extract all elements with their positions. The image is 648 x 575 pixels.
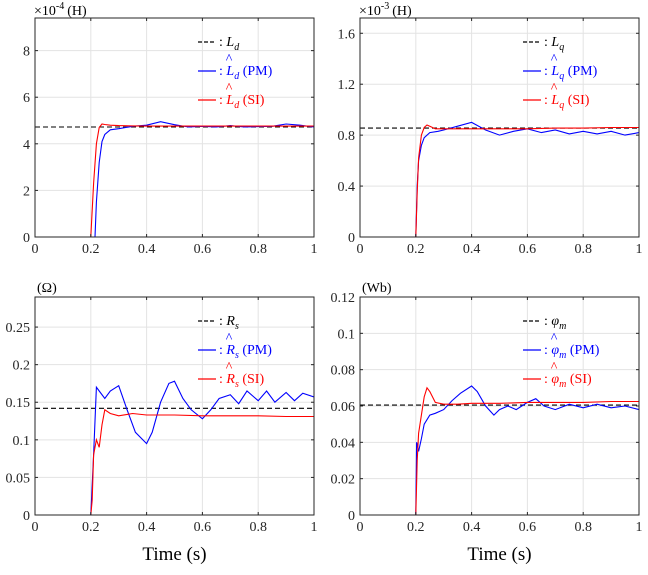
series-line-pm	[360, 121, 639, 237]
x-tick-label: 0.8	[249, 242, 267, 257]
legend-entry: : Rs (PM)	[219, 343, 272, 361]
series-line-si	[35, 408, 314, 515]
y-tick-label: 8	[23, 45, 30, 60]
x-tick-label: 0.6	[519, 520, 537, 535]
legend-hat-glyph: ^	[226, 52, 233, 67]
series-line-si	[360, 124, 639, 237]
panel-bottom-left: 0 0.2 0.4 0.6 0.8 1 0 0.05 0.1 0.15 0.2 0.25 (Ω) Time…	[6, 281, 318, 565]
y-unit-label: (Ω)	[37, 281, 57, 296]
legend-entry: : Rs	[219, 314, 239, 332]
x-tick-label: 0	[357, 242, 364, 257]
axes-box	[34, 17, 315, 238]
legend-hat-glyph: ^	[551, 81, 558, 96]
y-exponent-label: ×10-4 (H)	[34, 1, 87, 19]
x-tick-label: 0.8	[249, 520, 267, 535]
series-line-si	[35, 123, 314, 237]
axes-box	[359, 17, 640, 238]
legend-hat-glyph: ^	[551, 52, 558, 67]
x-axis-label: Time (s)	[142, 544, 206, 565]
y-tick-label: 0.15	[6, 396, 31, 411]
legend-hat-glyph: ^	[226, 360, 233, 375]
y-tick-label: 0.05	[6, 471, 31, 486]
y-tick-label: 6	[23, 91, 30, 106]
x-tick-label: 0.4	[463, 520, 481, 535]
legend-entry: : Lq	[544, 35, 564, 53]
y-tick-label: 0.02	[331, 473, 356, 488]
x-tick-label: 0.6	[519, 242, 537, 257]
y-tick-label: 0.06	[331, 400, 356, 415]
x-tick-label: 0	[32, 242, 39, 257]
y-tick-label: 0.8	[338, 129, 356, 144]
x-tick-label: 0.2	[82, 520, 100, 535]
legend-entry: : Ld (PM)	[219, 64, 273, 82]
y-tick-label: 0.08	[331, 364, 356, 379]
panel-top-left: 0 0.2 0.4 0.6 0.8 1 0 2 4 6 8 ×10-4 (H) : Ld : Ld (PM)…	[23, 1, 318, 257]
y-tick-label: 0	[23, 509, 30, 524]
plot-area	[35, 297, 314, 515]
y-tick-label: 0.25	[6, 321, 31, 336]
series-line-pm	[360, 385, 639, 515]
y-unit-label: (Wb)	[362, 281, 392, 296]
y-tick-label: 0.4	[338, 180, 356, 195]
legend-entry: : Lq (PM)	[544, 64, 598, 82]
y-tick-label: 1.6	[338, 27, 356, 42]
legend-entry: : Lq (SI)	[544, 93, 590, 111]
x-tick-label: 0.4	[463, 242, 481, 257]
x-tick-label: 0	[32, 520, 39, 535]
x-tick-label: 1	[311, 520, 318, 535]
x-tick-label: 0.2	[82, 242, 100, 257]
x-tick-label: 1	[636, 242, 643, 257]
x-tick-label: 0.6	[194, 242, 212, 257]
x-tick-label: 0	[357, 520, 364, 535]
y-tick-label: 0.2	[13, 359, 31, 374]
y-tick-label: 0.12	[331, 291, 356, 306]
legend-entry: : φm (PM)	[544, 343, 600, 361]
legend-hat-glyph: ^	[226, 81, 233, 96]
x-tick-label: 0.8	[574, 520, 592, 535]
y-tick-label: 2	[23, 184, 30, 199]
x-tick-label: 0.6	[194, 520, 212, 535]
x-tick-label: 0.4	[138, 520, 156, 535]
y-tick-label: 0	[23, 231, 30, 246]
x-axis-label: Time (s)	[467, 544, 531, 565]
legend-entry: : Ld	[219, 35, 240, 53]
panel-top-right: 0 0.2 0.4 0.6 0.8 1 0 0.4 0.8 1.2 1.6×10-3 (H) : Lq:…	[338, 1, 643, 257]
y-tick-label: 0	[348, 231, 355, 246]
y-tick-label: 1.2	[338, 78, 356, 93]
legend-entry: : Rs (SI)	[219, 372, 264, 390]
y-exponent-label: ×10-3 (H)	[359, 1, 412, 19]
x-tick-label: 0.4	[138, 242, 156, 257]
series-line-pm	[35, 380, 314, 515]
y-tick-label: 0.04	[331, 436, 356, 451]
legend-hat-glyph: ^	[551, 331, 558, 346]
legend-hat-glyph: ^	[551, 360, 558, 375]
x-tick-label: 0.8	[574, 242, 592, 257]
series-line-si	[360, 386, 639, 515]
x-tick-label: 0.2	[407, 520, 425, 535]
y-tick-label: 0.1	[13, 434, 31, 449]
x-tick-label: 0.2	[407, 242, 425, 257]
legend-entry: : φm	[544, 314, 566, 332]
y-tick-label: 0.1	[338, 327, 356, 342]
legend-entry: : Ld (SI)	[219, 93, 265, 111]
y-tick-label: 4	[23, 138, 30, 153]
x-tick-label: 1	[636, 520, 643, 535]
x-tick-label: 1	[311, 242, 318, 257]
axes-box	[34, 296, 315, 516]
y-tick-label: 0	[348, 509, 355, 524]
legend-hat-glyph: ^	[226, 331, 233, 346]
panel-bottom-right: 0 0.2 0.4 0.6 0.8 1 0 0.02 0.04 0.06 0.08 0.1 0.12 (W…	[331, 281, 643, 565]
legend-entry: : φm (SI)	[544, 372, 592, 390]
